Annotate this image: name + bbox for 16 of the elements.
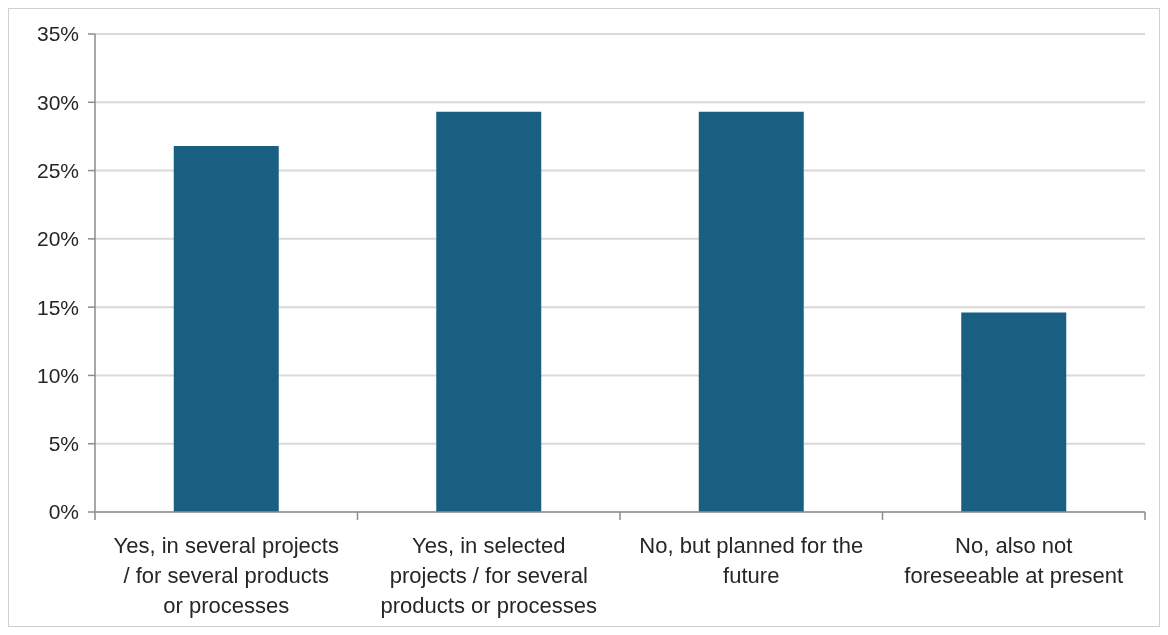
bar [961, 312, 1067, 512]
bar [436, 111, 542, 512]
y-tick-label: 10% [36, 363, 79, 387]
y-tick-label: 35% [36, 22, 79, 46]
x-tick-label: No, but planned for the future [639, 533, 864, 588]
y-tick-label: 5% [48, 432, 79, 456]
y-tick-label: 0% [48, 500, 79, 524]
y-tick-label: 15% [36, 295, 79, 319]
x-tick-label: No, also not foreseeable at present [904, 533, 1124, 588]
x-tick-label: Yes, in selected projects / for several products or processes [380, 533, 597, 618]
x-tick-label: Yes, in several projects / for several products or processes [113, 533, 339, 618]
y-tick-label: 30% [36, 90, 79, 114]
bar [698, 111, 804, 512]
y-tick-label: 25% [36, 159, 79, 183]
bar [173, 145, 279, 512]
y-tick-label: 20% [36, 227, 79, 251]
